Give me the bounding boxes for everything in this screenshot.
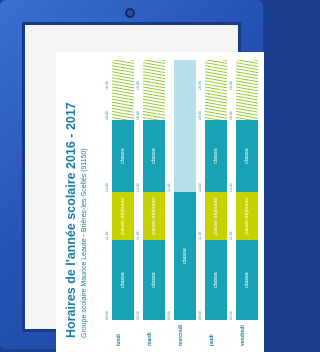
time-label: 16:00 — [105, 111, 109, 120]
time-label: 11:45 — [229, 232, 233, 241]
time-label: 14:00 — [198, 183, 202, 192]
time-label: 09:00 — [136, 311, 140, 320]
poster: Horaires de l'année scolaire 2016 - 2017… — [56, 52, 264, 352]
screw — [125, 8, 135, 18]
block: classe — [143, 120, 165, 192]
block: pause déjeuner — [236, 192, 258, 240]
block: classe — [205, 240, 227, 320]
block: pause déjeuner — [205, 192, 227, 240]
block: classe — [205, 120, 227, 192]
time-label: 14:00 — [229, 183, 233, 192]
time-label: 16:30 — [105, 81, 109, 90]
frame: Horaires de l'année scolaire 2016 - 2017… — [0, 0, 263, 349]
day-label: mardi — [147, 332, 153, 346]
time-label: 16:30 — [198, 81, 202, 90]
block: pause déjeuner — [143, 192, 165, 240]
time-label: 09:00 — [229, 311, 233, 320]
time-label: 11:45 — [105, 232, 109, 241]
block: classe — [143, 240, 165, 320]
block: classe — [174, 192, 196, 320]
after-school — [143, 60, 165, 120]
time-label: 11:45 — [167, 184, 171, 193]
subtitle: Groupe scolaire Maurice Leaute - Brières… — [81, 148, 88, 338]
time-label: 09:00 — [167, 311, 171, 320]
day-label: mercredi — [178, 325, 184, 346]
time-label: 16:30 — [136, 81, 140, 90]
time-label: 11:45 — [198, 232, 202, 241]
time-label: 11:45 — [136, 232, 140, 241]
time-label: 09:00 — [105, 311, 109, 320]
time-label: 16:30 — [229, 81, 233, 90]
free-time — [174, 60, 196, 192]
block: pause déjeuner — [112, 192, 134, 240]
after-school — [236, 60, 258, 120]
time-label: 14:00 — [105, 183, 109, 192]
block: classe — [236, 240, 258, 320]
time-label: 16:00 — [198, 111, 202, 120]
after-school — [205, 60, 227, 120]
time-label: 14:00 — [136, 183, 140, 192]
after-school — [112, 60, 134, 120]
time-label: 16:00 — [136, 111, 140, 120]
day-label: vendredi — [240, 325, 246, 346]
title: Horaires de l'année scolaire 2016 - 2017 — [64, 102, 78, 338]
time-label: 16:00 — [229, 111, 233, 120]
block: classe — [236, 120, 258, 192]
day-label: lundi — [116, 334, 122, 346]
block: classe — [112, 240, 134, 320]
block: classe — [112, 120, 134, 192]
poster-area: Horaires de l'année scolaire 2016 - 2017… — [22, 22, 241, 332]
day-label: jeudi — [209, 334, 215, 346]
time-label: 09:00 — [198, 311, 202, 320]
